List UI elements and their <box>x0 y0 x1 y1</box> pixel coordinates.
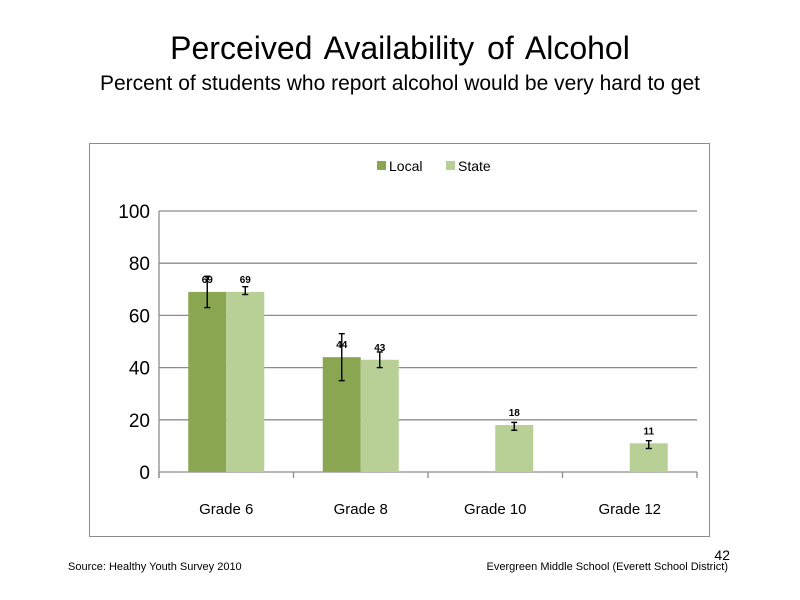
bar <box>360 359 399 472</box>
x-tick-label: Grade 6 <box>199 501 253 518</box>
data-label: 18 <box>509 408 521 419</box>
source-note: Source: Healthy Youth Survey 2010 <box>68 561 242 573</box>
data-label: 43 <box>374 343 386 354</box>
x-tick-label: Grade 8 <box>334 501 388 518</box>
data-label: 44 <box>336 340 348 351</box>
bar-chart: 0 20 40 60 80 100 Grade 6 Grade 8 Grade 10 Grade … <box>118 158 698 518</box>
legend-label: Local <box>389 158 422 174</box>
school-name: Evergreen Middle School (Everett School … <box>486 561 728 573</box>
y-tick-label: 100 <box>118 202 150 223</box>
y-tick-label: 60 <box>129 306 150 327</box>
x-tick-label: Grade 10 <box>464 501 527 518</box>
y-tick-label: 20 <box>129 411 150 432</box>
legend-label: State <box>458 158 491 174</box>
legend-swatch <box>377 161 386 170</box>
data-label: 11 <box>643 426 654 437</box>
bar <box>495 425 534 472</box>
chart-subtitle: Percent of students who report alcohol w… <box>99 72 701 95</box>
y-tick-label: 40 <box>129 359 150 380</box>
data-label: 69 <box>240 275 252 286</box>
data-label: 69 <box>202 275 214 286</box>
chart-title: Perceived Availability of Alcohol <box>170 30 630 66</box>
y-tick-label: 0 <box>139 463 150 484</box>
x-tick-label: Grade 12 <box>598 501 661 518</box>
bar <box>188 291 227 472</box>
bar <box>226 291 265 472</box>
legend-swatch <box>446 161 455 170</box>
chart-area: 0 20 40 60 80 100 Grade 6 Grade 8 Grade 10 Grade … <box>89 143 710 537</box>
y-tick-label: 80 <box>129 254 150 275</box>
page-number: 42 <box>714 547 730 563</box>
